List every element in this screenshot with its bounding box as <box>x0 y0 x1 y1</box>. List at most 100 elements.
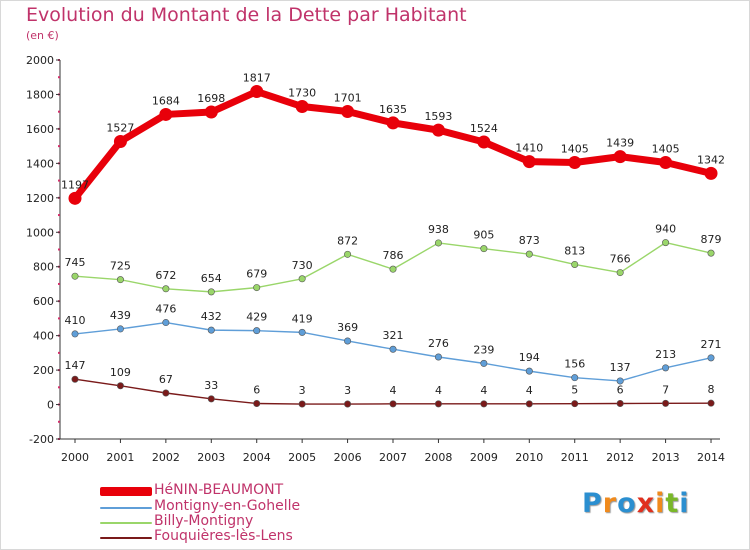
data-label: 872 <box>337 234 358 247</box>
x-tick-label: 2004 <box>243 451 271 464</box>
data-label: 1410 <box>515 142 543 155</box>
data-label: 679 <box>246 268 267 281</box>
data-label: 321 <box>383 329 404 342</box>
legend-label: Billy-Montigny <box>154 513 254 529</box>
series-3 <box>71 375 715 408</box>
chart-axes: -200 0 200 400 600 800 1000 1200 1400 1600 1800 200… <box>26 54 725 464</box>
y-tick-label: 2000 <box>26 54 54 67</box>
data-point <box>344 337 352 345</box>
data-label: 879 <box>701 233 722 246</box>
x-tick-label: 2005 <box>288 451 316 464</box>
data-label: 1197 <box>61 178 89 191</box>
x-tick-label: 2012 <box>606 451 634 464</box>
data-label: 725 <box>110 260 131 273</box>
data-point <box>525 250 533 258</box>
data-point <box>389 265 397 273</box>
y-tick-label: 400 <box>33 330 54 343</box>
legend-label: Montigny-en-Gohelle <box>154 498 301 514</box>
x-tick-label: 2006 <box>334 451 362 464</box>
data-point <box>480 400 488 408</box>
data-label: 109 <box>110 366 131 379</box>
data-label: 194 <box>519 351 540 364</box>
legend-swatch <box>100 537 152 539</box>
x-tick-label: 2014 <box>697 451 725 464</box>
data-point <box>522 155 536 169</box>
series-1 <box>71 319 715 385</box>
data-label: 1524 <box>470 122 498 135</box>
data-label: 439 <box>110 309 131 322</box>
data-label: 8 <box>708 383 715 396</box>
data-point <box>662 364 670 372</box>
data-point <box>253 284 261 292</box>
y-tick-label: 200 <box>33 364 54 377</box>
data-point <box>434 239 442 247</box>
data-point <box>162 285 170 293</box>
data-label: 476 <box>155 303 176 316</box>
y-tick-label: 600 <box>33 295 54 308</box>
data-label: 873 <box>519 234 540 247</box>
data-label: 369 <box>337 321 358 334</box>
data-point <box>434 400 442 408</box>
data-point <box>386 116 400 130</box>
data-point <box>525 400 533 408</box>
x-tick-label: 2008 <box>424 451 452 464</box>
series-0 <box>68 85 718 205</box>
x-tick-label: 2011 <box>561 451 589 464</box>
data-point <box>616 269 624 277</box>
y-minor-tick <box>58 76 60 79</box>
data-point <box>113 134 127 148</box>
y-minor-tick <box>58 317 60 320</box>
legend-swatch <box>100 522 152 524</box>
data-label: 1701 <box>334 92 362 105</box>
logo-letter: P <box>582 488 603 519</box>
y-tick-label: 0 <box>47 399 54 412</box>
data-label: 654 <box>201 272 222 285</box>
data-label: 813 <box>564 244 585 257</box>
y-minor-tick <box>58 110 60 113</box>
data-point <box>613 150 627 164</box>
data-point <box>116 382 124 390</box>
data-label: 6 <box>617 384 624 397</box>
x-tick-label: 2009 <box>470 451 498 464</box>
data-label: 1405 <box>561 143 589 156</box>
series-2 <box>71 239 715 296</box>
legend-label: HéNIN-BEAUMONT <box>154 482 284 498</box>
y-minor-tick <box>58 282 60 285</box>
data-label: 1527 <box>106 121 134 134</box>
data-point <box>707 249 715 257</box>
data-label: 730 <box>292 259 313 272</box>
data-label: 276 <box>428 337 449 350</box>
data-point <box>480 245 488 253</box>
data-label: 1405 <box>652 143 680 156</box>
x-tick-label: 2000 <box>61 451 89 464</box>
data-point <box>341 105 355 119</box>
data-label: 33 <box>204 379 218 392</box>
data-point <box>707 354 715 362</box>
legend-swatch <box>100 487 152 496</box>
y-minor-tick <box>58 420 60 423</box>
data-label: 213 <box>655 348 676 361</box>
data-point <box>571 374 579 382</box>
y-minor-tick <box>58 145 60 148</box>
data-point <box>616 400 624 408</box>
data-point <box>662 239 670 247</box>
data-label: 419 <box>292 312 313 325</box>
data-label: 3 <box>299 384 306 397</box>
chart-title: Evolution du Montant de la Dette par Hab… <box>26 4 467 26</box>
y-tick-label: 1200 <box>26 192 54 205</box>
logo-letter: x <box>636 488 656 519</box>
logo-letter: i <box>655 488 666 519</box>
data-label: 672 <box>155 269 176 282</box>
data-label: 432 <box>201 310 222 323</box>
data-point <box>71 375 79 383</box>
data-point <box>344 250 352 258</box>
y-minor-tick <box>58 214 60 217</box>
y-minor-tick <box>58 248 60 251</box>
y-tick-label: 1000 <box>26 226 54 239</box>
data-label: 429 <box>246 311 267 324</box>
data-label: 1730 <box>288 87 316 100</box>
data-label: 1817 <box>243 72 271 85</box>
data-label: 67 <box>159 373 173 386</box>
